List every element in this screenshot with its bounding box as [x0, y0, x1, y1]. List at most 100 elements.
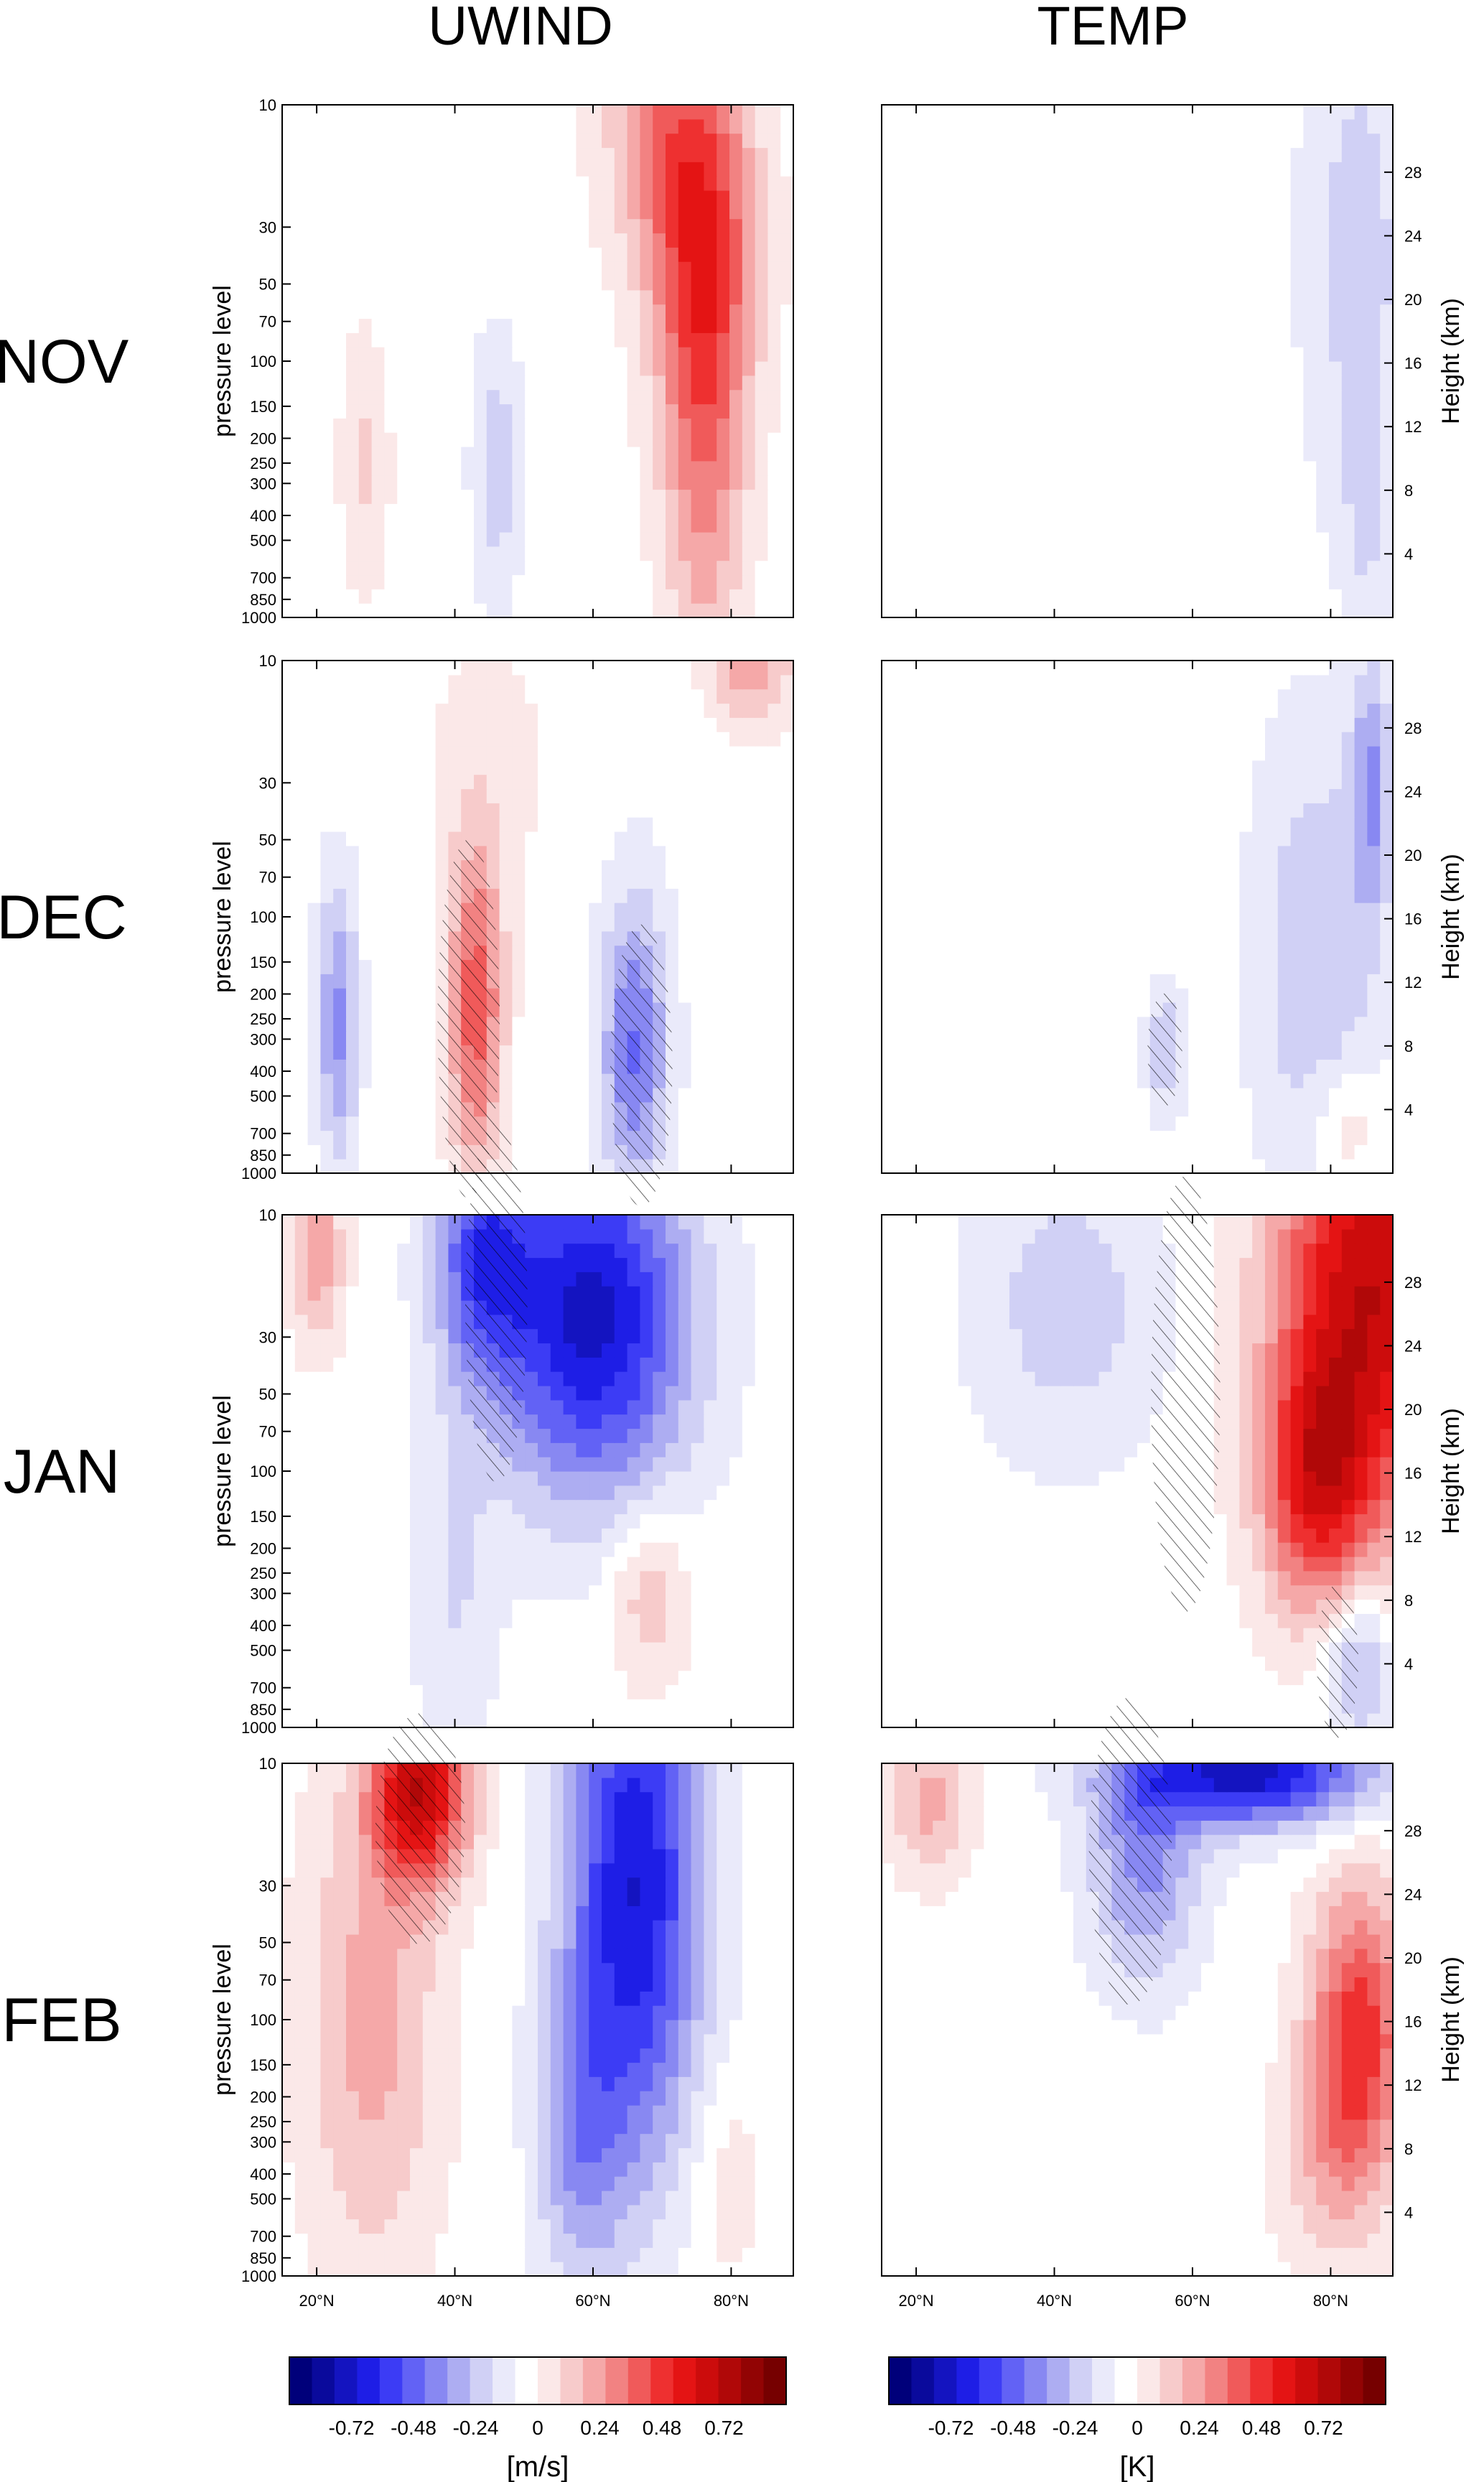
- field-cell: [1124, 147, 1138, 162]
- field-cell: [346, 190, 360, 205]
- field-cell: [666, 332, 679, 347]
- field-cell: [1290, 1088, 1304, 1103]
- field-cell: [717, 1073, 730, 1088]
- field-cell: [1252, 1030, 1266, 1046]
- field-cell: [486, 661, 500, 676]
- field-cell: [729, 489, 743, 504]
- field-cell: [397, 1045, 411, 1060]
- field-cell: [538, 332, 551, 347]
- field-cell: [602, 1130, 615, 1145]
- field-cell: [563, 532, 577, 547]
- field-cell: [422, 717, 437, 732]
- field-cell: [1086, 418, 1100, 433]
- field-cell: [397, 560, 411, 576]
- field-cell: [307, 389, 321, 405]
- field-cell: [1367, 1045, 1381, 1060]
- field-cell: [729, 247, 743, 262]
- field-cell: [1111, 318, 1125, 333]
- field-cell: [397, 518, 411, 533]
- field-cell: [1329, 133, 1343, 149]
- field-cell: [717, 603, 730, 618]
- field-cell: [1354, 361, 1368, 376]
- field-cell: [1265, 118, 1279, 134]
- field-cell: [1277, 988, 1292, 1003]
- field-cell: [333, 888, 347, 903]
- field-cell: [589, 162, 602, 177]
- field-cell: [894, 589, 908, 604]
- field-cell: [907, 332, 920, 347]
- field-cell: [894, 261, 908, 276]
- field-cell: [1022, 418, 1036, 433]
- field-cell: [397, 475, 411, 490]
- field-cell: [307, 717, 321, 732]
- field-cell: [563, 689, 577, 704]
- field-cell: [422, 190, 437, 205]
- field-cell: [1367, 1030, 1381, 1046]
- field-cell: [358, 475, 373, 490]
- field-cell: [1188, 1116, 1202, 1132]
- field-cell: [589, 1073, 602, 1088]
- field-cell: [755, 732, 768, 747]
- field-cell: [333, 204, 347, 220]
- field-cell: [666, 817, 679, 832]
- field-cell: [576, 304, 589, 319]
- field-cell: [653, 204, 666, 220]
- field-cell: [1252, 475, 1266, 490]
- field-cell: [717, 118, 730, 134]
- field-cell: [346, 1101, 360, 1117]
- field-cell: [729, 162, 743, 177]
- field-cell: [984, 974, 997, 989]
- field-cell: [333, 945, 347, 961]
- field-cell: [282, 746, 296, 761]
- field-cell: [907, 190, 920, 205]
- field-cell: [1277, 1101, 1292, 1117]
- field-cell: [1111, 560, 1125, 576]
- field-cell: [653, 489, 666, 504]
- field-cell: [320, 460, 334, 476]
- field-cell: [589, 589, 602, 604]
- field-cell: [512, 1045, 526, 1060]
- field-cell: [294, 959, 309, 974]
- field-cell: [371, 518, 385, 533]
- field-cell: [461, 304, 475, 319]
- field-cell: [1213, 304, 1228, 319]
- field-cell: [717, 418, 730, 433]
- field-cell: [589, 732, 602, 747]
- field-cell: [550, 1144, 564, 1160]
- field-cell: [550, 361, 564, 376]
- field-cell: [742, 888, 756, 903]
- field-cell: [589, 532, 602, 547]
- field-cell: [1060, 304, 1074, 319]
- field-cell: [1098, 261, 1112, 276]
- field-cell: [997, 589, 1010, 604]
- field-cell: [958, 332, 972, 347]
- field-cell: [742, 574, 756, 589]
- field-cell: [678, 717, 692, 732]
- field-cell: [920, 204, 933, 220]
- field-cell: [1098, 276, 1112, 291]
- field-cell: [653, 460, 666, 476]
- field-cell: [499, 1059, 513, 1074]
- field-cell: [729, 304, 743, 319]
- field-cell: [678, 1045, 692, 1060]
- field-cell: [384, 162, 398, 177]
- field-cell: [933, 233, 946, 248]
- field-cell: [1252, 1059, 1266, 1074]
- field-cell: [780, 845, 794, 861]
- field-cell: [538, 162, 551, 177]
- field-cell: [1137, 318, 1151, 333]
- field-cell: [538, 190, 551, 205]
- field-cell: [666, 1144, 679, 1160]
- field-cell: [576, 661, 589, 676]
- field-cell: [767, 661, 781, 676]
- field-cell: [653, 874, 666, 889]
- field-cell: [1341, 276, 1355, 291]
- field-cell: [576, 361, 589, 376]
- field-cell: [1252, 1045, 1266, 1060]
- field-cell: [435, 389, 449, 405]
- field-cell: [729, 902, 743, 918]
- field-cell: [550, 959, 564, 974]
- field-cell: [1175, 318, 1189, 333]
- field-cell: [550, 546, 564, 561]
- field-cell: [1213, 489, 1228, 504]
